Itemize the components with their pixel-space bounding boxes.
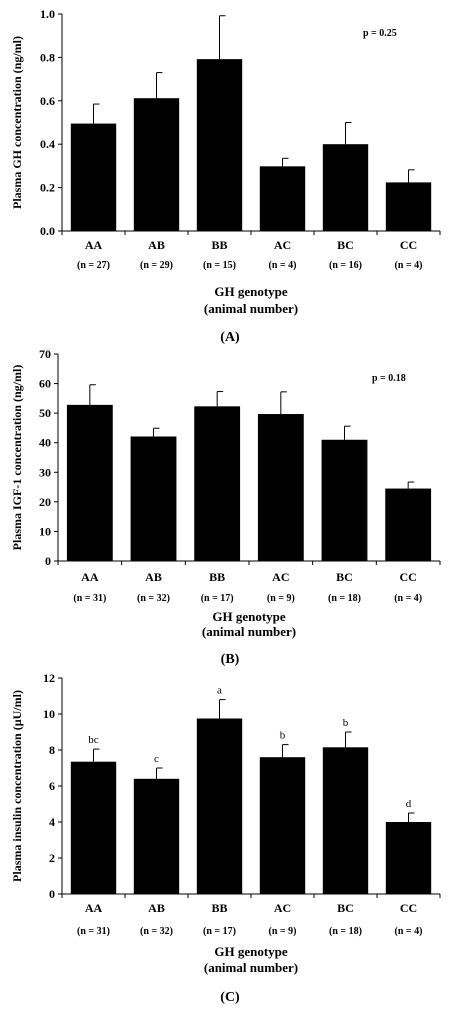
category-label: AA [85,901,103,915]
sample-size-label: (n = 9) [269,926,297,937]
y-tick-label: 0 [45,554,51,568]
bar-bc [322,144,369,231]
category-label: AA [81,570,99,584]
sample-size-label: (n = 18) [329,926,362,937]
y-tick-label: 60 [39,377,51,391]
y-tick-label: 50 [39,406,51,420]
y-tick-label: 12 [43,671,55,685]
category-label: BB [211,238,227,252]
bar-bb [196,718,243,894]
y-tick-label: 10 [39,524,51,538]
category-label: AB [145,570,162,584]
y-tick-label: 0 [49,887,55,901]
bar-ab [133,778,180,894]
bar-cc [385,488,432,561]
category-label: CC [400,901,417,915]
significance-letter: d [406,798,412,810]
y-tick-label: 8 [49,743,55,757]
bar-bb [196,59,243,231]
y-tick-label: 40 [39,436,51,450]
bar-aa [66,404,113,561]
sample-size-label: (n = 31) [73,593,106,604]
category-label: AB [148,238,165,252]
category-label: AC [272,570,289,584]
sample-size-label: (n = 4) [269,260,297,271]
sample-size-label: (n = 32) [140,926,173,937]
y-axis-title: Plasma insulin concentration (µU/ml) [10,690,24,882]
category-label: CC [399,570,416,584]
category-label: BC [337,238,354,252]
category-label: AA [85,238,103,252]
significance-letter: b [343,717,349,729]
y-tick-label: 1.0 [40,7,55,21]
x-axis-title: GH genotype [212,609,286,624]
category-label: BC [336,570,353,584]
category-label: BB [209,570,225,584]
sample-size-label: (n = 27) [77,260,110,271]
bar-cc [385,182,432,231]
bar-ab [130,436,177,561]
y-tick-label: 2 [49,851,55,865]
y-tick-label: 0.0 [40,224,55,238]
p-value-annotation: p = 0.18 [372,373,406,384]
x-axis-title: GH genotype [214,944,288,959]
sample-size-label: (n = 17) [201,593,234,604]
sample-size-label: (n = 18) [328,593,361,604]
bar-cc [385,822,432,894]
category-label: AB [148,901,165,915]
y-tick-label: 6 [49,779,55,793]
y-tick-label: 30 [39,465,51,479]
y-tick-label: 10 [43,707,55,721]
sample-size-label: (n = 29) [140,260,173,271]
sample-size-label: (n = 15) [203,260,236,271]
y-axis-title: Plasma IGF-1 concentration (ng/ml) [10,365,24,551]
y-tick-label: 0.2 [40,181,55,195]
panel-label: (C) [220,990,240,1005]
significance-letter: b [280,730,286,742]
bar-bb [194,406,241,561]
sample-size-label: (n = 4) [395,260,423,271]
sample-size-label: (n = 16) [329,260,362,271]
x-axis-subtitle: (animal number) [202,624,296,639]
bar-bc [321,439,368,561]
category-label: BB [211,901,227,915]
panel-label: (B) [221,652,240,667]
sample-size-label: (n = 4) [395,926,423,937]
category-label: AC [274,238,291,252]
bar-bc [322,747,369,894]
y-tick-label: 70 [39,347,51,361]
bar-ac [259,166,306,231]
sample-size-label: (n = 32) [137,593,170,604]
category-label: CC [400,238,417,252]
category-label: BC [337,901,354,915]
bar-ac [257,414,304,561]
sample-size-label: (n = 17) [203,926,236,937]
y-tick-label: 0.4 [40,137,55,151]
x-axis-subtitle: (animal number) [204,960,298,975]
sample-size-label: (n = 4) [394,593,422,604]
y-tick-label: 0.8 [40,50,55,64]
significance-letter: c [154,753,159,765]
panel-label: (A) [220,330,240,345]
x-axis-title: GH genotype [214,284,288,299]
bar-aa [70,123,117,231]
sample-size-label: (n = 31) [77,926,110,937]
category-label: AC [274,901,291,915]
significance-letter: a [217,685,222,697]
bar-ac [259,757,306,894]
bar-ab [133,98,180,231]
sample-size-label: (n = 9) [267,593,295,604]
y-tick-label: 4 [49,815,55,829]
x-axis-subtitle: (animal number) [204,301,298,316]
p-value-annotation: p = 0.25 [363,28,397,39]
y-tick-label: 20 [39,495,51,509]
bar-aa [70,761,117,894]
y-axis-title: Plasma GH concentration (ng/ml) [10,36,24,209]
significance-letter: bc [88,734,99,746]
y-tick-label: 0.6 [40,94,55,108]
